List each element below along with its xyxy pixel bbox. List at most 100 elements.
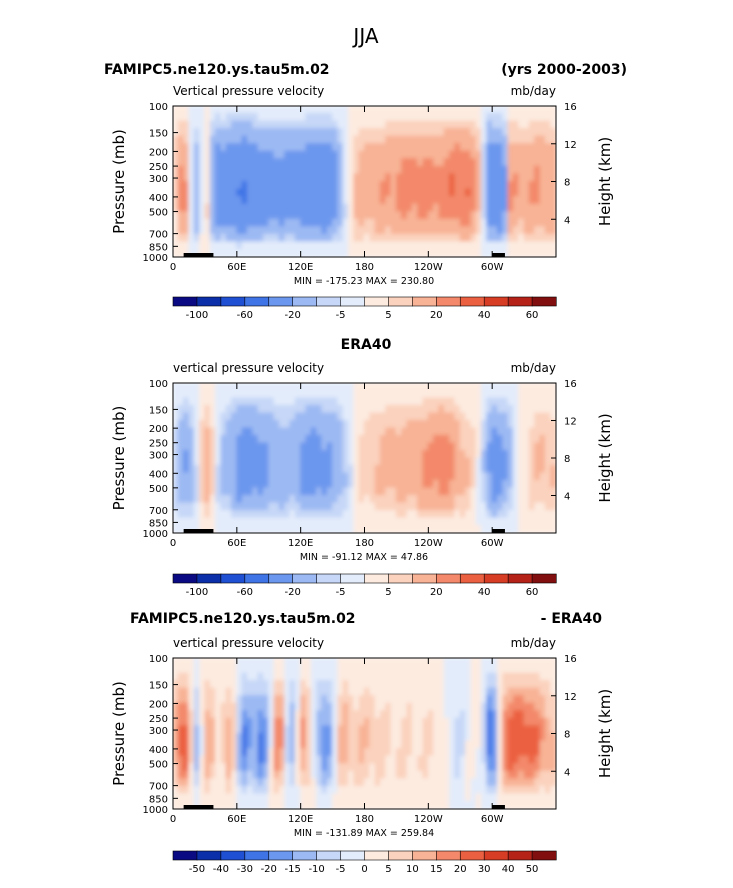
heatmap-cell	[273, 763, 281, 772]
heatmap-cell	[337, 778, 344, 788]
heatmap-cell	[491, 412, 499, 422]
heatmap-cell	[278, 755, 286, 765]
heatmap-cell	[353, 106, 360, 115]
heatmap-cell	[262, 658, 270, 667]
heatmap-cell	[257, 733, 265, 742]
heatmap-cell	[369, 233, 376, 243]
heatmap-cell	[491, 181, 499, 190]
heatmap-cell	[337, 510, 344, 519]
heatmap-cell	[209, 226, 217, 236]
heatmap-cell	[507, 106, 515, 115]
heatmap-cell	[348, 525, 355, 533]
heatmap-cell	[188, 150, 195, 160]
heatmap-cell	[539, 687, 547, 697]
heatmap-cell	[289, 128, 297, 137]
heatmap-cell	[422, 442, 430, 452]
heatmap-cell	[528, 687, 536, 697]
heatmap-cell	[395, 457, 403, 467]
heatmap-cell	[188, 450, 195, 459]
heatmap-cell	[417, 785, 424, 795]
heatmap-cell	[199, 248, 206, 257]
heatmap-cell	[332, 770, 339, 780]
heatmap-cell	[518, 181, 525, 190]
heatmap-cell	[433, 763, 440, 772]
heatmap-cell	[523, 740, 531, 750]
heatmap-cell	[379, 450, 387, 459]
heatmap-cell	[544, 218, 552, 228]
heatmap-cell	[236, 480, 243, 489]
colorbar-swatch	[268, 296, 294, 307]
heatmap-cell	[220, 658, 227, 667]
heatmap-cell	[433, 248, 440, 257]
heatmap-cell	[454, 427, 461, 437]
heatmap-cell	[534, 695, 541, 704]
heatmap-cell	[220, 680, 227, 689]
heatmap-cell	[284, 487, 291, 497]
heatmap-cell	[204, 113, 211, 122]
heatmap-cell	[401, 755, 408, 765]
heatmap-cell	[544, 135, 552, 145]
heatmap-cell	[401, 725, 408, 735]
heatmap-cell	[321, 665, 328, 674]
heatmap-cell	[443, 702, 451, 712]
heatmap-cell	[284, 181, 291, 190]
heatmap-cell	[512, 717, 520, 727]
heatmap-cell	[257, 135, 265, 145]
heatmap-cell	[496, 173, 504, 183]
heatmap-cell	[348, 785, 355, 795]
colorbar-swatch	[316, 296, 342, 307]
heatmap-cell	[268, 800, 275, 809]
heatmap-cell	[379, 203, 387, 213]
heatmap-cell	[385, 435, 392, 444]
heatmap-cell	[496, 435, 504, 444]
heatmap-cell	[379, 510, 387, 519]
heatmap-cell	[427, 658, 435, 667]
heatmap-cell	[284, 717, 291, 727]
heatmap-cell	[534, 687, 541, 697]
heatmap-cell	[512, 165, 520, 175]
heatmap-cell	[385, 517, 392, 527]
heatmap-cell	[443, 120, 451, 130]
heatmap-cell	[177, 717, 185, 727]
heatmap-cell	[364, 525, 371, 533]
heatmap-cell	[379, 800, 387, 809]
heatmap-cell	[188, 710, 195, 720]
heatmap-cell	[193, 480, 201, 489]
heatmap-cell	[326, 113, 334, 122]
heatmap-cell	[459, 233, 467, 243]
heatmap-cell	[231, 106, 238, 115]
colorbar-label: 5	[385, 310, 391, 321]
heatmap-cell	[310, 517, 318, 527]
heatmap-cell	[486, 226, 493, 236]
heatmap-cell	[433, 695, 440, 704]
heatmap-cell	[406, 143, 414, 152]
heatmap-cell	[337, 770, 344, 780]
heatmap-cell	[220, 427, 227, 437]
heatmap-cell	[465, 150, 472, 160]
heatmap-cell	[183, 763, 190, 772]
heatmap-cell	[204, 472, 211, 482]
heatmap-cell	[395, 241, 403, 251]
heatmap-cell	[481, 487, 488, 497]
heatmap-cell	[544, 525, 552, 533]
heatmap-cell	[443, 181, 451, 190]
heatmap-cell	[289, 120, 297, 130]
heatmap-cell	[177, 435, 185, 444]
heatmap-cell	[395, 420, 403, 429]
heatmap-cell	[438, 710, 445, 720]
heatmap-cell	[316, 188, 323, 198]
heatmap-cell	[289, 135, 297, 145]
heatmap-cell	[310, 502, 318, 512]
heatmap-cell	[225, 106, 233, 115]
heatmap-cell	[449, 450, 456, 459]
heatmap-cell	[369, 465, 376, 474]
heatmap-cell	[246, 188, 254, 198]
heatmap-cell	[550, 173, 556, 183]
heatmap-cell	[422, 472, 430, 482]
heatmap-cell	[518, 793, 525, 803]
heatmap-cell	[209, 120, 217, 130]
heatmap-cell	[523, 435, 531, 444]
heatmap-cell	[262, 165, 270, 175]
heatmap-cell	[204, 150, 211, 160]
heatmap-cell	[209, 680, 217, 689]
